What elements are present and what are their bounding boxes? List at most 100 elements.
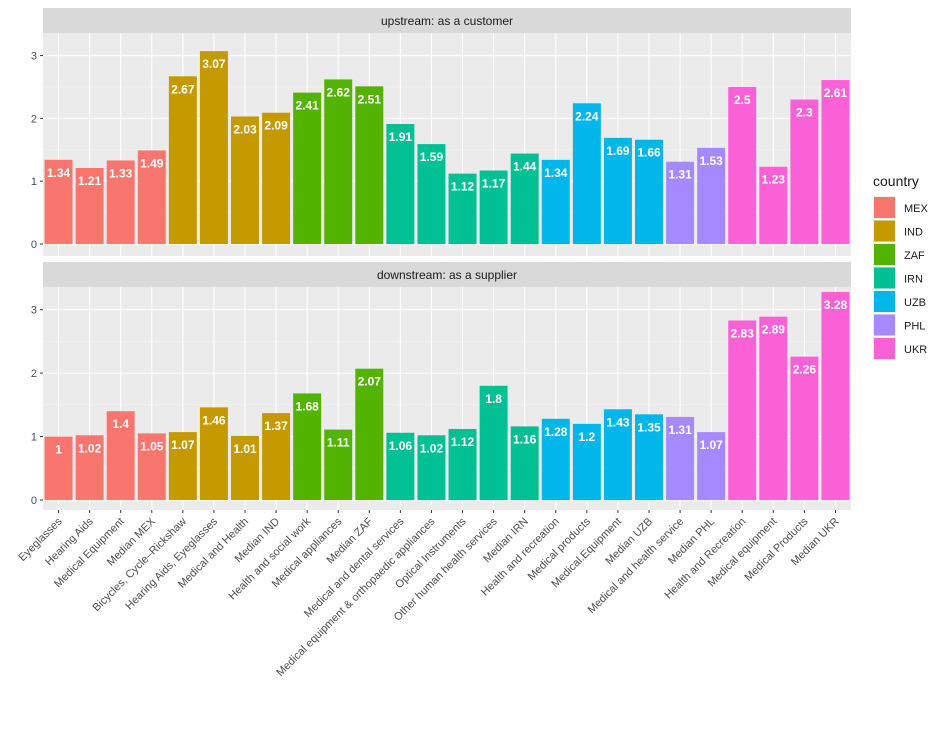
bar-IRN [417,435,446,500]
bar-IRN [448,428,477,500]
bar-value-label: 1.53 [699,154,723,168]
bar-value-label: 2.67 [171,82,195,96]
bar-value-label: 1.17 [482,177,506,191]
bar-IND [168,76,197,245]
legend-swatch-IRN [874,267,895,289]
legend: country MEX IND ZAF IRN UZB PHL UKR [873,173,929,360]
bar-UZB [603,137,632,244]
bar-value-label: 1.21 [78,174,102,188]
panel-0: upstream: as a customer 0 1 2 3 1.34 1.21 1.33 1… [31,8,851,256]
bar-UZB [603,409,632,500]
legend-swatch-MEX [874,197,895,218]
bar-UZB [541,159,570,244]
bar-value-label: 2.51 [358,92,382,106]
bar-MEX [106,160,135,244]
bar-PHL [697,432,726,500]
bar-ZAF [293,393,322,500]
bar-value-label: 1.43 [606,415,630,429]
bar-value-label: 3.28 [824,298,848,312]
bar-value-label: 1.34 [47,166,71,180]
legend-label: MEX [904,203,929,215]
bar-value-label: 2.07 [358,375,382,389]
strip-background [43,8,851,33]
bar-value-label: 1.31 [668,423,692,437]
bar-value-label: 1.06 [389,439,413,453]
legend-swatch-PHL [874,314,895,336]
bar-value-label: 2.41 [295,99,319,113]
panel-1: downstream: as a supplier 0 1 2 3 1 1.02 1.4 1.0… [31,262,851,510]
bar-value-label: 1.37 [264,419,288,433]
bar-value-label: 1.66 [637,146,661,160]
strip-title: downstream: as a supplier [377,268,517,282]
legend-title: country [873,173,919,189]
y-tick-label: 3 [31,51,37,63]
bar-value-label: 1.16 [513,432,537,446]
bar-value-label: 1.69 [606,144,630,158]
bar-value-label: 1.02 [78,441,102,455]
strip-title: upstream: as a customer [381,14,513,28]
bar-UKR [821,291,850,500]
bar-value-label: 1 [55,443,62,457]
legend-swatch-ZAF [874,244,895,265]
bar-IND [231,435,259,500]
bar-IRN [510,426,539,500]
bar-UKR [790,356,819,500]
bar-value-label: 1.59 [420,150,444,164]
bar-value-label: 3.07 [202,57,226,71]
bar-value-label: 2.83 [731,326,755,340]
bar-IRN [386,432,415,500]
legend-swatch-UZB [874,291,895,312]
bar-ZAF [324,429,353,500]
legend-swatch-IND [874,220,895,242]
bar-value-label: 1.68 [295,399,319,413]
bar-IND [262,112,291,244]
bar-MEX [44,159,73,244]
bar-ZAF [293,92,322,244]
y-tick-label: 1 [31,432,37,444]
bar-ZAF [324,79,353,245]
bar-IND [168,432,197,500]
bar-IRN [448,173,477,244]
bar-value-label: 1.34 [544,166,568,180]
bar-UKR [728,86,757,244]
bar-value-label: 1.91 [389,130,413,144]
legend-swatch-UKR [874,338,895,359]
bar-value-label: 2.3 [796,106,813,120]
bar-value-label: 1.12 [451,180,475,194]
bar-ZAF [355,86,384,244]
bar-UKR [821,80,850,244]
legend-label: IRN [904,274,923,286]
bar-IRN [510,153,539,244]
bar-value-label: 1.07 [699,438,723,452]
bar-UKR [759,166,788,244]
bar-value-label: 1.01 [233,442,257,456]
y-tick-label: 2 [31,113,37,125]
bar-value-label: 1.44 [513,160,537,174]
bar-value-label: 2.09 [264,119,288,133]
bar-value-label: 2.24 [575,109,599,123]
bar-IRN [386,124,415,244]
bar-PHL [666,161,695,244]
bar-value-label: 1.05 [140,439,164,453]
bar-value-label: 2.61 [824,86,848,100]
legend-label: ZAF [904,250,925,262]
bar-UKR [728,320,757,500]
bar-value-label: 1.11 [327,436,350,450]
bar-value-label: 1.12 [451,435,475,449]
bar-MEX [137,433,166,500]
bar-PHL [666,416,695,500]
y-tick-label: 2 [31,368,37,380]
bar-PHL [697,147,726,244]
bar-MEX [137,150,166,244]
bar-value-label: 1.28 [544,425,568,439]
bar-MEX [106,411,135,500]
bar-value-label: 2.62 [327,85,351,99]
bar-MEX [75,435,104,500]
bar-UZB [635,414,663,500]
bar-value-label: 2.5 [734,93,751,107]
bar-IRN [479,170,508,244]
bar-value-label: 1.31 [668,168,692,182]
bar-value-label: 1.23 [762,173,786,187]
bar-value-label: 1.2 [579,430,596,444]
